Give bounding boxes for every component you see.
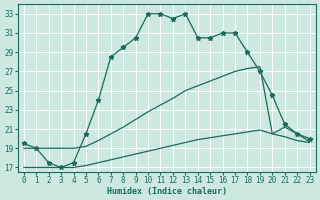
X-axis label: Humidex (Indice chaleur): Humidex (Indice chaleur)	[107, 187, 227, 196]
